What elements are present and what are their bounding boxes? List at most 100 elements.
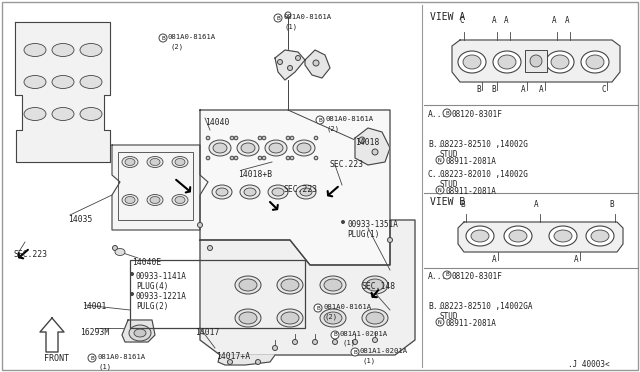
Ellipse shape — [320, 309, 346, 327]
Ellipse shape — [281, 312, 299, 324]
Text: STUD: STUD — [440, 150, 458, 159]
Text: B: B — [90, 356, 94, 360]
Circle shape — [227, 359, 232, 365]
Ellipse shape — [546, 51, 574, 73]
Circle shape — [443, 109, 451, 117]
Ellipse shape — [115, 248, 125, 256]
Ellipse shape — [122, 195, 138, 205]
Ellipse shape — [549, 226, 577, 246]
Text: 081A1-0201A: 081A1-0201A — [360, 348, 408, 354]
Text: 08223-82010 ,14002G: 08223-82010 ,14002G — [440, 170, 528, 179]
Ellipse shape — [504, 226, 532, 246]
Ellipse shape — [277, 309, 303, 327]
Ellipse shape — [296, 185, 316, 199]
Text: A: A — [539, 85, 543, 94]
Text: B: B — [161, 35, 165, 41]
Ellipse shape — [52, 108, 74, 121]
Ellipse shape — [362, 309, 388, 327]
Text: A: A — [492, 255, 497, 264]
Circle shape — [342, 221, 344, 224]
Circle shape — [262, 156, 266, 160]
Circle shape — [230, 136, 234, 140]
Ellipse shape — [209, 140, 231, 156]
Ellipse shape — [463, 55, 481, 69]
Circle shape — [262, 136, 266, 140]
Circle shape — [359, 137, 365, 143]
Ellipse shape — [498, 55, 516, 69]
Ellipse shape — [509, 230, 527, 242]
Circle shape — [313, 60, 319, 66]
Text: A...: A... — [428, 272, 447, 281]
Text: N: N — [438, 187, 442, 192]
Polygon shape — [122, 320, 155, 342]
Circle shape — [314, 156, 318, 160]
Circle shape — [372, 149, 378, 155]
Text: B...: B... — [428, 302, 447, 311]
Circle shape — [333, 340, 337, 344]
Text: (1): (1) — [285, 23, 298, 29]
Ellipse shape — [150, 158, 160, 166]
Text: 08120-8301F: 08120-8301F — [452, 272, 503, 281]
Circle shape — [230, 156, 234, 160]
Circle shape — [258, 156, 262, 160]
Ellipse shape — [466, 226, 494, 246]
Text: A...: A... — [428, 110, 447, 119]
Text: C...: C... — [428, 170, 447, 179]
Ellipse shape — [586, 226, 614, 246]
Circle shape — [296, 55, 301, 61]
Text: SEC.148: SEC.148 — [362, 282, 396, 291]
Polygon shape — [200, 110, 390, 265]
Text: 00933-1351A: 00933-1351A — [347, 220, 398, 229]
Text: 14018+B: 14018+B — [238, 170, 272, 179]
Ellipse shape — [172, 195, 188, 205]
Ellipse shape — [235, 309, 261, 327]
Polygon shape — [112, 145, 208, 230]
Text: N: N — [438, 157, 442, 163]
Text: 14017: 14017 — [195, 328, 220, 337]
Text: A: A — [565, 16, 570, 25]
Ellipse shape — [366, 279, 384, 291]
Ellipse shape — [147, 157, 163, 167]
Text: 00933-1221A: 00933-1221A — [136, 292, 187, 301]
Ellipse shape — [244, 188, 256, 196]
Polygon shape — [458, 222, 623, 252]
Ellipse shape — [239, 279, 257, 291]
Text: 08911-2081A: 08911-2081A — [446, 157, 497, 166]
Text: A: A — [521, 85, 525, 94]
Circle shape — [234, 156, 238, 160]
Circle shape — [436, 186, 444, 194]
Ellipse shape — [134, 329, 146, 337]
Circle shape — [443, 271, 451, 279]
Text: 14001: 14001 — [82, 302, 106, 311]
Ellipse shape — [458, 51, 486, 73]
Circle shape — [351, 348, 359, 356]
Ellipse shape — [147, 195, 163, 205]
Ellipse shape — [581, 51, 609, 73]
Ellipse shape — [175, 196, 185, 203]
Ellipse shape — [216, 188, 228, 196]
Ellipse shape — [80, 76, 102, 89]
Circle shape — [314, 304, 322, 312]
Ellipse shape — [241, 143, 255, 153]
Ellipse shape — [277, 276, 303, 294]
Ellipse shape — [122, 157, 138, 167]
Circle shape — [316, 116, 324, 124]
Text: 14035: 14035 — [68, 215, 92, 224]
Ellipse shape — [297, 143, 311, 153]
Text: 081A0-8161A: 081A0-8161A — [97, 354, 145, 360]
Text: 08911-2081A: 08911-2081A — [446, 319, 497, 328]
Text: PLUG(4): PLUG(4) — [136, 282, 168, 291]
Text: B: B — [609, 200, 614, 209]
Text: C: C — [460, 16, 465, 25]
Circle shape — [274, 14, 282, 22]
Ellipse shape — [235, 276, 261, 294]
Circle shape — [131, 292, 134, 295]
Ellipse shape — [265, 140, 287, 156]
Circle shape — [286, 136, 290, 140]
Ellipse shape — [269, 143, 283, 153]
Text: 081A0-8161A: 081A0-8161A — [323, 304, 371, 310]
Text: (1): (1) — [342, 340, 355, 346]
Bar — [525, 50, 547, 72]
Text: N: N — [438, 320, 442, 324]
Text: B: B — [276, 16, 280, 20]
